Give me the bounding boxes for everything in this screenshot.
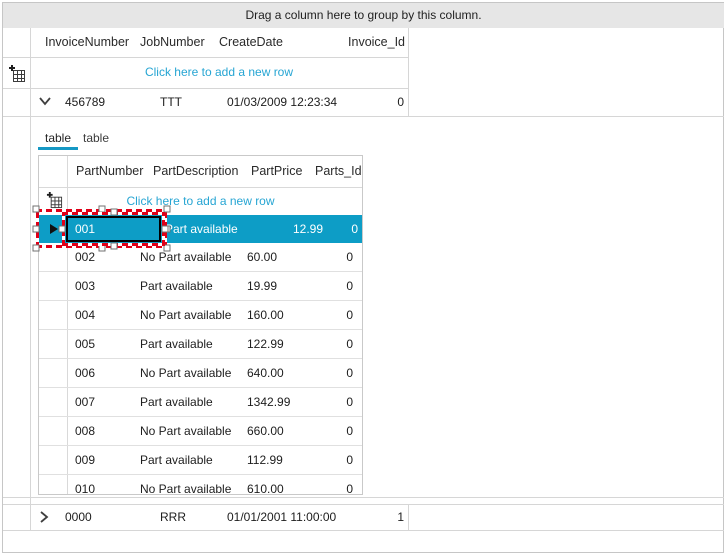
indicator-column-divider <box>30 28 31 530</box>
cell-partprice[interactable]: 1342.99 <box>247 395 291 409</box>
cell-partnumber[interactable]: 002 <box>75 250 96 264</box>
master-add-new-row-link[interactable]: Click here to add a new row <box>144 65 294 79</box>
active-tab-underline <box>38 147 78 150</box>
cell-partnumber[interactable]: 008 <box>75 424 96 438</box>
cell-parts-id[interactable]: 0 <box>346 482 353 496</box>
tab-table-2[interactable]: table <box>83 131 110 145</box>
row-indicator-icon[interactable] <box>49 223 59 235</box>
cell-invoice-id[interactable]: 1 <box>397 510 404 524</box>
new-row-icon[interactable] <box>8 65 26 83</box>
collapse-row-icon[interactable] <box>38 95 52 107</box>
table-row: 003 Part available 19.99 0 <box>39 272 362 301</box>
master-row-top-border <box>3 504 724 505</box>
cell-partprice[interactable]: 112.99 <box>247 453 283 467</box>
cell-partdescription[interactable]: Part available <box>140 279 213 293</box>
cell-partnumber[interactable]: 010 <box>75 482 96 496</box>
table-row: 009 Part available 112.99 0 <box>39 446 362 475</box>
cell-invoicenumber[interactable]: 456789 <box>65 95 106 109</box>
group-by-hint-text: Drag a column here to group by this colu… <box>245 8 482 22</box>
cell-parts-id[interactable]: 0 <box>346 424 353 438</box>
cell-partnumber[interactable]: 007 <box>75 395 96 409</box>
cell-partprice[interactable]: 610.00 <box>247 482 284 496</box>
cell-jobnumber[interactable]: RRR <box>160 510 186 524</box>
focused-cell-partnumber[interactable]: 001 <box>66 216 161 242</box>
cell-partdescription[interactable]: No Part available <box>140 250 232 264</box>
cell-partdescription[interactable]: No Part available <box>140 366 232 380</box>
column-header-invoice-id[interactable]: Invoice_Id <box>348 35 405 49</box>
cell-partdescription[interactable]: Part available <box>140 395 213 409</box>
table-row: 004 No Part available 160.00 0 <box>39 301 362 330</box>
cell-parts-id[interactable]: 0 <box>346 279 353 293</box>
cell-createdate[interactable]: 01/01/2001 11:00:00 <box>227 510 337 524</box>
cell-partdescription[interactable]: Part available <box>165 222 238 236</box>
cell-partdescription[interactable]: No Part available <box>140 424 232 438</box>
table-row: 008 No Part available 660.00 0 <box>39 417 362 446</box>
cell-parts-id[interactable]: 0 <box>346 250 353 264</box>
cell-partprice[interactable]: 122.99 <box>247 337 284 351</box>
master-header-divider <box>3 57 408 58</box>
cell-partnumber[interactable]: 004 <box>75 308 96 322</box>
cell-partprice[interactable]: 12.99 <box>293 222 324 236</box>
column-header-parts-id[interactable]: Parts_Id <box>315 164 362 178</box>
master-grid-right-border <box>408 504 409 530</box>
column-header-partprice[interactable]: PartPrice <box>251 164 303 178</box>
table-row: 002 No Part available 60.00 0 <box>39 243 362 272</box>
table-row: 010 No Part available 610.00 0 <box>39 475 362 503</box>
cell-invoicenumber[interactable]: 0000 <box>65 510 92 524</box>
cell-partprice[interactable]: 19.99 <box>247 279 278 293</box>
cell-partprice[interactable]: 60.00 <box>247 250 278 264</box>
detail-add-new-row-link[interactable]: Click here to add a new row <box>126 194 275 208</box>
column-header-jobnumber[interactable]: JobNumber <box>140 35 205 49</box>
table-row-selected: 001 Part available 12.99 0 <box>39 215 362 243</box>
master-row-bottom-border <box>3 530 724 531</box>
detail-grid: PartNumber PartDescription PartPrice Par… <box>38 155 363 496</box>
detail-rows: 002 No Part available 60.00 0 003 Part a… <box>39 243 362 503</box>
cell-parts-id[interactable]: 0 <box>346 395 353 409</box>
cell-parts-id[interactable]: 0 <box>346 453 353 467</box>
master-row-divider <box>3 116 724 117</box>
table-row: 006 No Part available 640.00 0 <box>39 359 362 388</box>
cell-partdescription[interactable]: No Part available <box>140 308 232 322</box>
cell-parts-id[interactable]: 0 <box>346 308 353 322</box>
group-by-panel[interactable]: Drag a column here to group by this colu… <box>3 3 724 28</box>
cell-partprice[interactable]: 160.00 <box>247 308 284 322</box>
cell-partnumber[interactable]: 006 <box>75 366 96 380</box>
expand-row-icon[interactable] <box>39 510 49 524</box>
detail-indicator-divider <box>67 156 68 494</box>
column-header-createdate[interactable]: CreateDate <box>219 35 283 49</box>
cell-parts-id[interactable]: 0 <box>346 337 353 351</box>
cell-partnumber[interactable]: 005 <box>75 337 96 351</box>
table-row: 007 Part available 1342.99 0 <box>39 388 362 417</box>
tab-table-1[interactable]: table <box>45 131 72 145</box>
cell-partprice[interactable]: 640.00 <box>247 366 284 380</box>
cell-createdate[interactable]: 01/03/2009 12:23:34 <box>227 95 338 109</box>
cell-partnumber[interactable]: 009 <box>75 453 96 467</box>
table-row: 005 Part available 122.99 0 <box>39 330 362 359</box>
cell-parts-id[interactable]: 0 <box>351 222 358 236</box>
column-header-partnumber[interactable]: PartNumber <box>76 164 144 178</box>
cell-partnumber[interactable]: 003 <box>75 279 96 293</box>
column-header-partdescription[interactable]: PartDescription <box>153 164 239 178</box>
master-grid-right-border <box>408 28 409 116</box>
cell-partdescription[interactable]: No Part available <box>140 482 232 496</box>
column-header-invoicenumber[interactable]: InvoiceNumber <box>45 35 130 49</box>
cell-partprice[interactable]: 660.00 <box>247 424 284 438</box>
cell-partdescription[interactable]: Part available <box>140 453 213 467</box>
detail-header-divider <box>39 187 362 188</box>
detail-section-bottom-border <box>3 497 724 498</box>
new-row-icon[interactable] <box>46 192 63 209</box>
master-newrow-divider <box>3 88 408 89</box>
cell-partdescription[interactable]: Part available <box>140 337 213 351</box>
cell-jobnumber[interactable]: TTT <box>160 95 182 109</box>
cell-parts-id[interactable]: 0 <box>346 366 353 380</box>
cell-invoice-id[interactable]: 0 <box>397 95 404 109</box>
